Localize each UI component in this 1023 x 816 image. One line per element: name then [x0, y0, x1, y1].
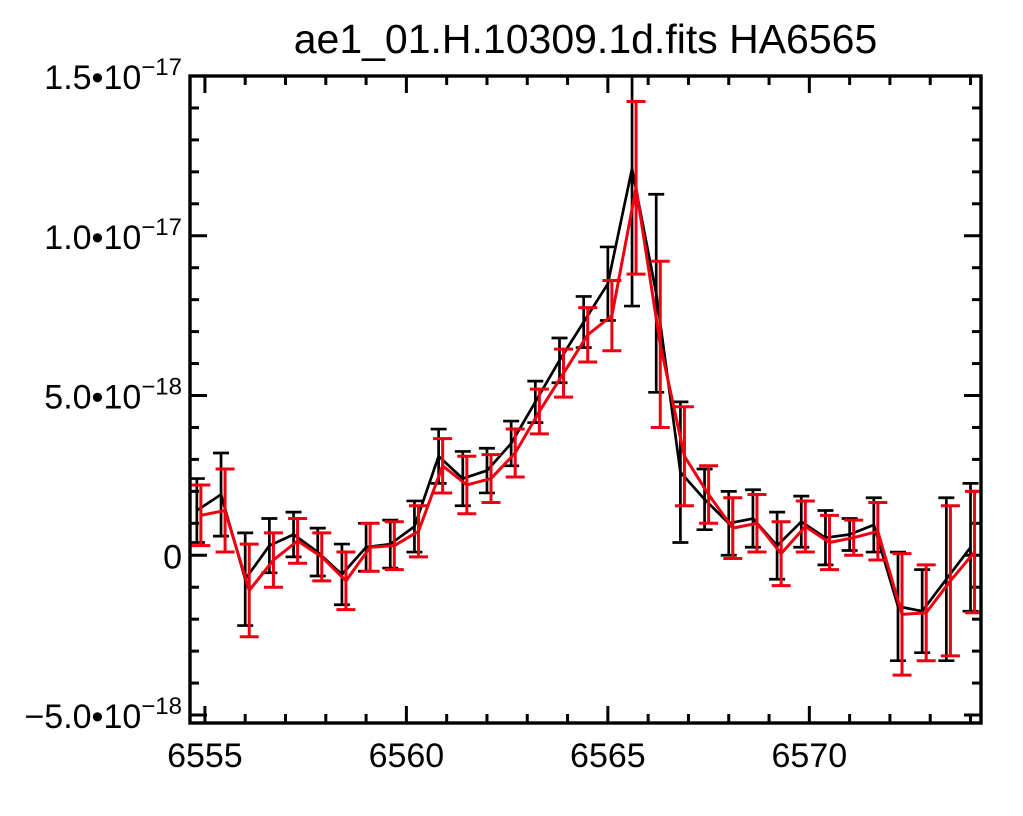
y-tick-label: −5.0•10−18 — [24, 693, 182, 736]
red-spectrum-error-bars — [191, 100, 982, 677]
y-tick-label: 1.0•10−17 — [44, 214, 182, 257]
y-tick-label: 5.0•10−18 — [44, 374, 182, 417]
plot-frame — [188, 74, 983, 725]
x-tick-label: 6565 — [570, 737, 646, 775]
axis-ticks — [190, 74, 981, 723]
red-spectrum-line — [200, 186, 976, 616]
chart-title: ae1_01.H.10309.1d.fits HA6565 — [293, 16, 878, 62]
y-tick-label: 1.5•10−17 — [44, 54, 182, 97]
x-tick-label: 6555 — [167, 737, 243, 775]
x-tick-label: 6570 — [772, 737, 848, 775]
black-spectrum-error-bars — [189, 76, 979, 663]
y-tick-label: 0 — [163, 538, 182, 576]
x-tick-label: 6560 — [369, 737, 445, 775]
axis-labels: 1.5•10−171.0•10−175.0•10−180−5.0•10−1865… — [24, 54, 847, 775]
black-spectrum — [189, 76, 979, 663]
red-spectrum — [191, 100, 982, 677]
